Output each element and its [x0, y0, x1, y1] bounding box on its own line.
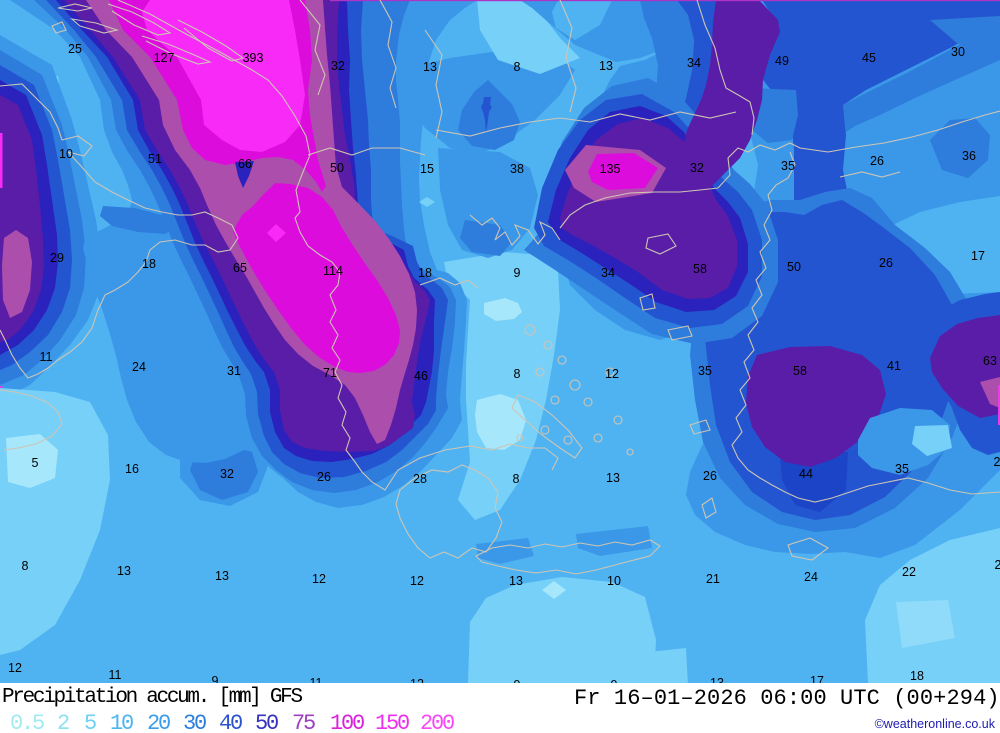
- svg-text:35: 35: [698, 364, 712, 378]
- svg-text:66: 66: [238, 157, 252, 171]
- svg-text:12: 12: [605, 367, 619, 381]
- svg-text:127: 127: [154, 51, 175, 65]
- svg-text:58: 58: [693, 262, 707, 276]
- svg-text:18: 18: [142, 257, 156, 271]
- svg-text:100: 100: [330, 711, 364, 733]
- svg-text:17: 17: [971, 249, 985, 263]
- svg-text:26: 26: [703, 469, 717, 483]
- svg-text:12: 12: [312, 572, 326, 586]
- svg-text:58: 58: [793, 364, 807, 378]
- svg-text:8: 8: [514, 367, 521, 381]
- svg-text:8: 8: [513, 472, 520, 486]
- svg-text:20: 20: [147, 711, 170, 733]
- svg-text:25: 25: [68, 42, 82, 56]
- svg-text:9: 9: [212, 674, 219, 688]
- svg-text:13: 13: [599, 59, 613, 73]
- svg-text:44: 44: [799, 467, 813, 481]
- svg-text:46: 46: [414, 369, 428, 383]
- svg-text:45: 45: [862, 51, 876, 65]
- svg-text:200: 200: [420, 711, 454, 733]
- svg-text:36: 36: [962, 149, 976, 163]
- svg-text:12: 12: [410, 574, 424, 588]
- svg-text:13: 13: [509, 574, 523, 588]
- svg-text:0.5: 0.5: [10, 711, 44, 733]
- svg-text:31: 31: [227, 364, 241, 378]
- svg-text:2: 2: [57, 711, 69, 733]
- svg-text:32: 32: [220, 467, 234, 481]
- svg-text:71: 71: [323, 366, 337, 380]
- svg-text:30: 30: [183, 711, 206, 733]
- svg-text:114: 114: [323, 264, 343, 278]
- svg-text:150: 150: [375, 711, 409, 733]
- svg-text:28: 28: [413, 472, 427, 486]
- svg-text:10: 10: [110, 711, 133, 733]
- svg-text:Precipitation accum. [mm] GFS: Precipitation accum. [mm] GFS: [2, 686, 302, 709]
- svg-text:35: 35: [781, 159, 795, 173]
- svg-text:21: 21: [706, 572, 720, 586]
- svg-text:13: 13: [215, 569, 229, 583]
- svg-text:13: 13: [423, 60, 437, 74]
- svg-text:24: 24: [804, 570, 818, 584]
- svg-text:30: 30: [951, 45, 965, 59]
- svg-text:50: 50: [787, 260, 801, 274]
- svg-text:Fr 16–01–2026 06:00 UTC (00+29: Fr 16–01–2026 06:00 UTC (00+294): [574, 686, 1000, 711]
- svg-text:10: 10: [607, 574, 621, 588]
- svg-text:15: 15: [420, 162, 434, 176]
- svg-text:49: 49: [775, 54, 789, 68]
- svg-text:393: 393: [243, 51, 264, 65]
- svg-text:38: 38: [510, 162, 524, 176]
- svg-text:16: 16: [125, 462, 139, 476]
- svg-text:2: 2: [995, 558, 1000, 572]
- svg-text:13: 13: [117, 564, 131, 578]
- svg-text:26: 26: [870, 154, 884, 168]
- svg-text:5: 5: [84, 711, 96, 733]
- svg-text:10: 10: [59, 147, 73, 161]
- svg-text:32: 32: [331, 59, 345, 73]
- svg-text:12: 12: [8, 661, 22, 675]
- svg-text:13: 13: [606, 471, 620, 485]
- svg-text:24: 24: [132, 360, 146, 374]
- svg-text:41: 41: [887, 359, 901, 373]
- svg-text:©weatheronline.co.uk: ©weatheronline.co.uk: [875, 717, 996, 731]
- svg-text:2: 2: [994, 455, 1000, 469]
- svg-text:32: 32: [690, 161, 704, 175]
- svg-text:34: 34: [601, 266, 615, 280]
- svg-text:50: 50: [330, 161, 344, 175]
- svg-text:35: 35: [895, 462, 909, 476]
- svg-text:5: 5: [32, 456, 39, 470]
- svg-text:135: 135: [600, 162, 621, 176]
- svg-text:40: 40: [219, 711, 242, 733]
- svg-text:11: 11: [40, 350, 53, 364]
- svg-text:8: 8: [514, 60, 521, 74]
- svg-text:22: 22: [902, 565, 916, 579]
- svg-text:65: 65: [233, 261, 247, 275]
- svg-text:63: 63: [983, 354, 997, 368]
- svg-text:75: 75: [292, 711, 315, 733]
- svg-text:9: 9: [514, 266, 521, 280]
- svg-text:18: 18: [910, 669, 924, 683]
- svg-text:11: 11: [109, 668, 122, 682]
- svg-text:51: 51: [148, 152, 162, 166]
- svg-text:26: 26: [879, 256, 893, 270]
- svg-text:26: 26: [317, 470, 331, 484]
- svg-text:29: 29: [50, 251, 64, 265]
- svg-text:8: 8: [22, 559, 29, 573]
- svg-text:50: 50: [255, 711, 278, 733]
- svg-text:18: 18: [418, 266, 432, 280]
- svg-text:34: 34: [687, 56, 701, 70]
